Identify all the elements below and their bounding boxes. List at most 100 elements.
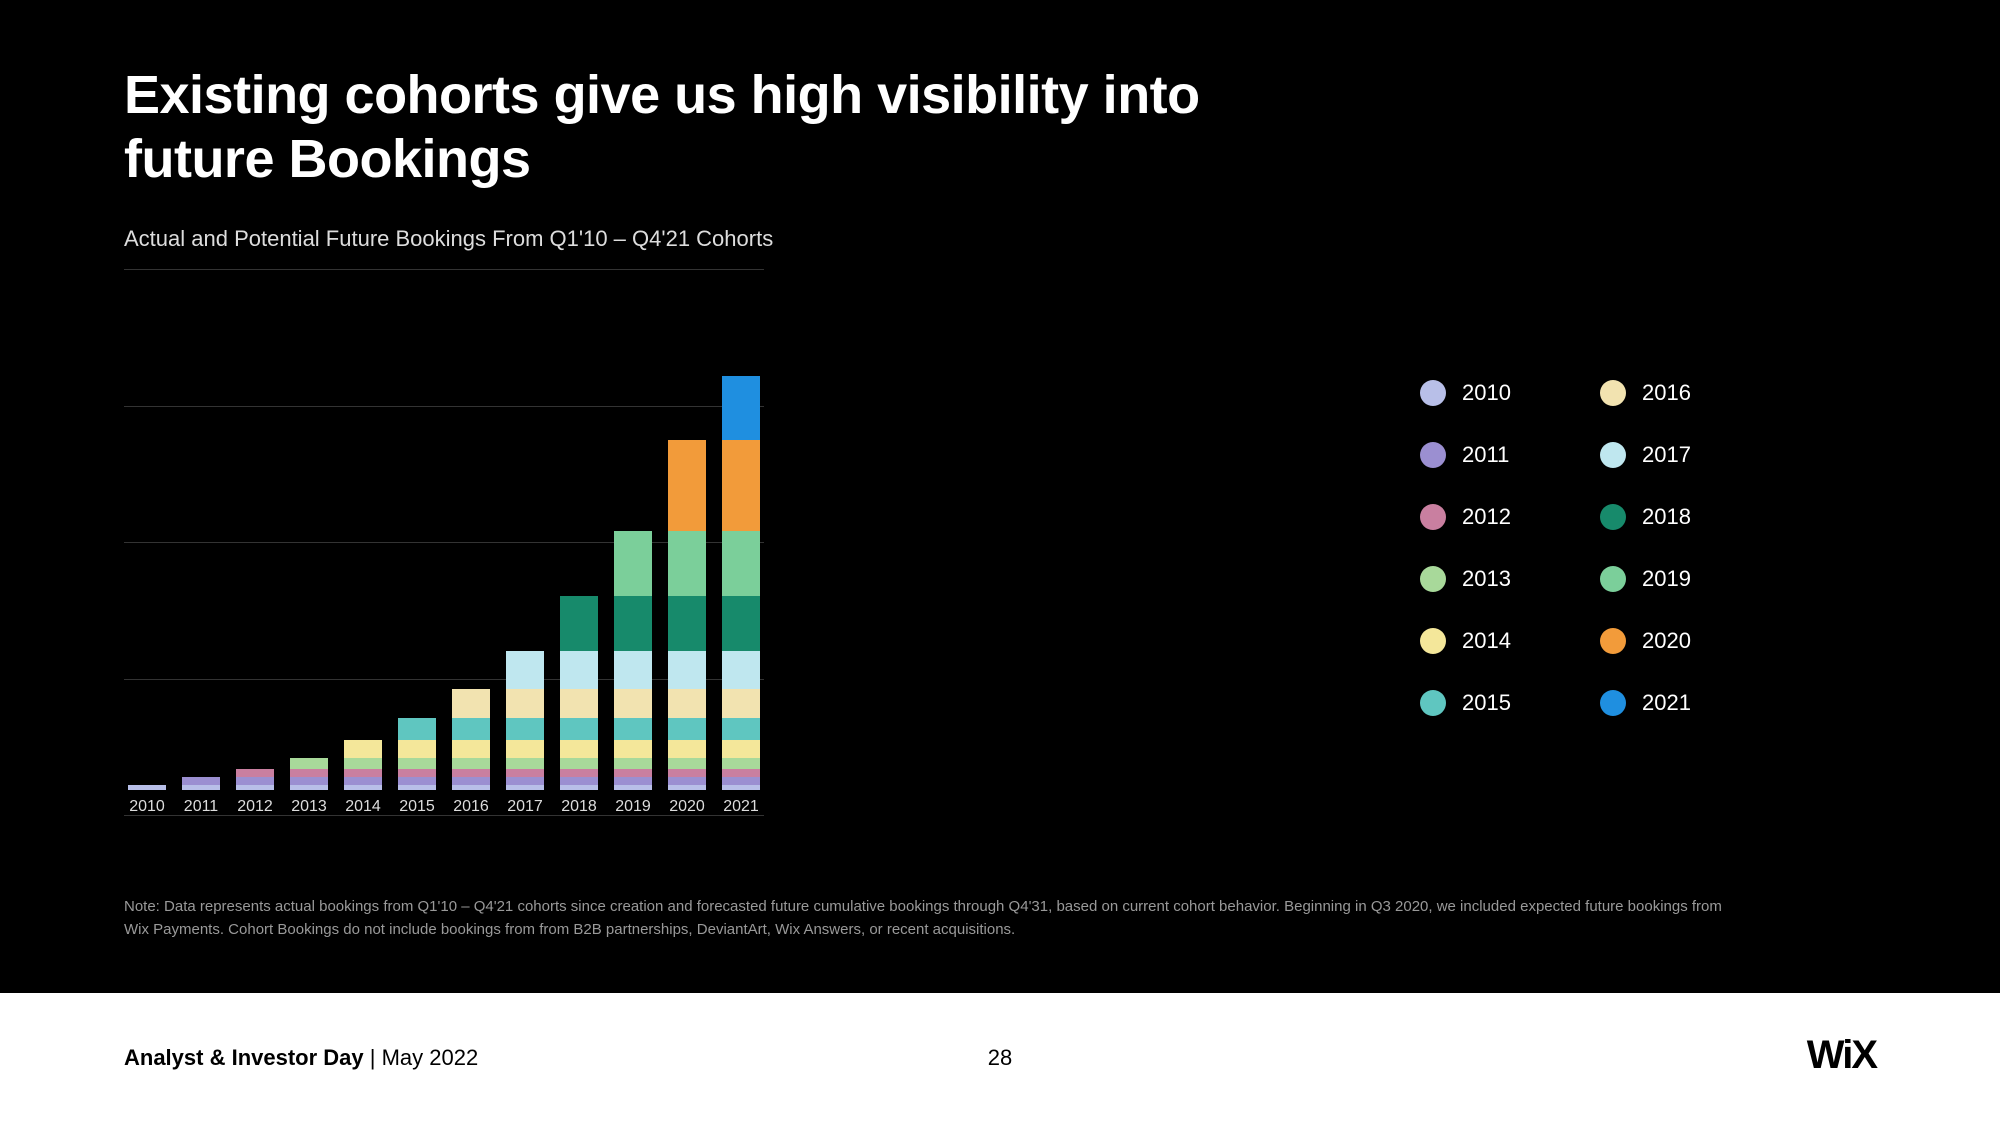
bar-segment-2017 xyxy=(506,651,544,689)
bar-segment-2012 xyxy=(398,769,436,777)
page-number: 28 xyxy=(988,1045,1012,1071)
bar-segment-2011 xyxy=(182,777,220,784)
bar-segment-2019 xyxy=(722,531,760,597)
cohort-stacked-bar-chart: 2010201120122013201420152016201720182019… xyxy=(124,270,764,840)
bar-segment-2010 xyxy=(290,785,328,790)
legend-label: 2015 xyxy=(1462,690,1511,716)
bar-segment-2021 xyxy=(722,376,760,440)
bar-segment-2012 xyxy=(668,769,706,777)
bar-segment-2015 xyxy=(506,718,544,740)
bar-segment-2010 xyxy=(398,785,436,790)
bar-category-label: 2011 xyxy=(184,798,218,816)
bar-category-label: 2013 xyxy=(291,798,327,816)
bar-segment-2015 xyxy=(614,718,652,740)
bar-segment-2011 xyxy=(722,777,760,784)
legend-item-2012: 2012 xyxy=(1420,504,1590,530)
bar-segment-2010 xyxy=(506,785,544,790)
footer-event-name: Analyst & Investor Day xyxy=(124,1045,364,1070)
footnote: Note: Data represents actual bookings fr… xyxy=(124,896,1724,941)
slide-title: Existing cohorts give us high visibility… xyxy=(124,64,1200,191)
bar-segment-2010 xyxy=(722,785,760,790)
bar-segment-2015 xyxy=(452,718,490,740)
bar-category-label: 2019 xyxy=(615,798,651,816)
bar-segment-2012 xyxy=(452,769,490,777)
bar-segment-2010 xyxy=(452,785,490,790)
bar-category-label: 2012 xyxy=(237,798,273,816)
bar-category-label: 2017 xyxy=(507,798,543,816)
slide-subtitle: Actual and Potential Future Bookings Fro… xyxy=(124,226,773,252)
legend-label: 2018 xyxy=(1642,504,1691,530)
bar-segment-2010 xyxy=(128,785,166,790)
bar-segment-2012 xyxy=(722,769,760,777)
bar-segment-2014 xyxy=(344,740,382,758)
legend-swatch xyxy=(1420,442,1446,468)
legend-item-2016: 2016 xyxy=(1600,380,1770,406)
bar-stack xyxy=(344,740,382,790)
bar-stack xyxy=(614,531,652,790)
bar-segment-2013 xyxy=(398,758,436,769)
legend-swatch xyxy=(1600,380,1626,406)
legend-swatch xyxy=(1600,690,1626,716)
bar-segment-2015 xyxy=(722,718,760,740)
bar-column: 2013 xyxy=(286,758,332,816)
bar-segment-2014 xyxy=(452,740,490,758)
bar-segment-2013 xyxy=(560,758,598,769)
legend-label: 2011 xyxy=(1462,442,1509,468)
legend-swatch xyxy=(1420,628,1446,654)
bar-segment-2012 xyxy=(560,769,598,777)
bar-segment-2013 xyxy=(614,758,652,769)
legend-label: 2021 xyxy=(1642,690,1691,716)
legend-swatch xyxy=(1420,566,1446,592)
footer-bar: Analyst & Investor Day | May 2022 28 WiX xyxy=(0,993,2000,1125)
bar-column: 2011 xyxy=(178,777,224,816)
bar-segment-2010 xyxy=(560,785,598,790)
bar-segment-2011 xyxy=(560,777,598,784)
bar-segment-2011 xyxy=(614,777,652,784)
bar-segment-2017 xyxy=(560,651,598,689)
legend-label: 2016 xyxy=(1642,380,1691,406)
bar-segment-2013 xyxy=(506,758,544,769)
bar-segment-2012 xyxy=(614,769,652,777)
footer-sep: | xyxy=(364,1045,382,1070)
legend-label: 2012 xyxy=(1462,504,1511,530)
bar-segment-2013 xyxy=(290,758,328,769)
bar-segment-2010 xyxy=(344,785,382,790)
legend-label: 2013 xyxy=(1462,566,1511,592)
bar-column: 2012 xyxy=(232,769,278,816)
bar-segment-2016 xyxy=(452,689,490,718)
bar-segment-2011 xyxy=(668,777,706,784)
bar-column: 2014 xyxy=(340,740,386,816)
legend-item-2018: 2018 xyxy=(1600,504,1770,530)
legend-label: 2017 xyxy=(1642,442,1691,468)
bar-segment-2014 xyxy=(668,740,706,758)
bar-segment-2018 xyxy=(668,596,706,651)
bar-segment-2016 xyxy=(560,689,598,718)
bar-segment-2011 xyxy=(236,777,274,784)
bar-category-label: 2021 xyxy=(723,798,759,816)
bar-category-label: 2014 xyxy=(345,798,381,816)
bar-column: 2021 xyxy=(718,376,764,816)
bar-segment-2010 xyxy=(182,785,220,790)
bar-stack xyxy=(722,376,760,790)
bar-segment-2020 xyxy=(722,440,760,531)
bar-segment-2010 xyxy=(668,785,706,790)
legend-item-2019: 2019 xyxy=(1600,566,1770,592)
legend-item-2021: 2021 xyxy=(1600,690,1770,716)
legend-item-2020: 2020 xyxy=(1600,628,1770,654)
legend-swatch xyxy=(1600,628,1626,654)
bar-segment-2012 xyxy=(290,769,328,777)
legend-label: 2014 xyxy=(1462,628,1511,654)
bar-column: 2018 xyxy=(556,596,602,816)
bar-category-label: 2010 xyxy=(129,798,165,816)
bar-stack xyxy=(560,596,598,790)
legend-swatch xyxy=(1600,566,1626,592)
legend-swatch xyxy=(1420,690,1446,716)
bar-segment-2017 xyxy=(668,651,706,689)
legend-label: 2019 xyxy=(1642,566,1691,592)
chart-bars: 2010201120122013201420152016201720182019… xyxy=(124,270,764,816)
wix-logo: WiX xyxy=(1807,1033,1876,1078)
bar-segment-2014 xyxy=(614,740,652,758)
bar-segment-2010 xyxy=(236,785,274,790)
footer-date: May 2022 xyxy=(382,1045,479,1070)
bar-segment-2013 xyxy=(344,758,382,769)
